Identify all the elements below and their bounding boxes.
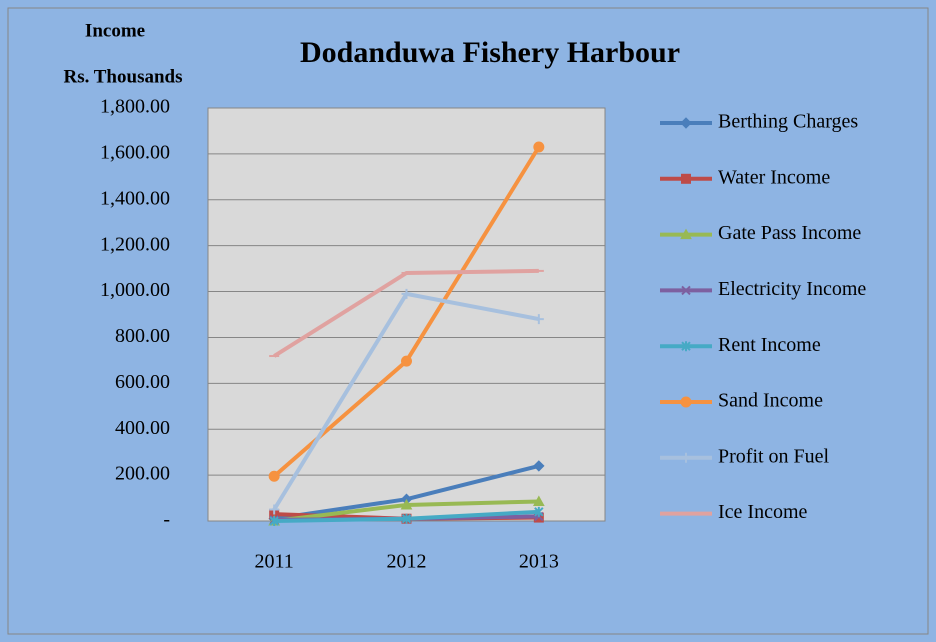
marker: [268, 470, 280, 482]
y-tick-label: 1,600.00: [100, 141, 170, 163]
legend-label: Sand Income: [718, 390, 823, 412]
plot-area: [207, 107, 606, 522]
x-tick-label: 2013: [519, 551, 559, 573]
legend-marker: [681, 341, 691, 352]
marker: [401, 288, 412, 299]
legend-marker: [681, 173, 691, 184]
marker: [533, 314, 544, 325]
x-tick-label: 2012: [387, 551, 427, 573]
legend-label: Berthing Charges: [718, 111, 858, 133]
legend-label: Gate Pass Income: [718, 222, 861, 244]
y-tick-label: 1,800.00: [100, 96, 170, 118]
marker: [401, 355, 412, 367]
y-tick-label: 600.00: [115, 371, 170, 393]
marker: [533, 141, 545, 153]
legend-marker: [680, 396, 692, 408]
marker: [269, 516, 279, 526]
marker: [269, 504, 280, 515]
legend-marker: [680, 228, 692, 240]
legend-label: Electricity Income: [718, 278, 866, 300]
y-tick-label: 1,200.00: [100, 233, 170, 255]
y-tick-label: 800.00: [115, 325, 170, 347]
marker: [533, 460, 545, 472]
legend-marker: [680, 117, 692, 129]
legend-label: Ice Income: [718, 501, 808, 523]
legend-marker: [681, 452, 691, 463]
y-tick-label: 1,000.00: [100, 279, 170, 301]
legend-label: Profit on Fuel: [718, 445, 830, 467]
marker: [532, 495, 545, 506]
y-axis-title: Income: [85, 20, 145, 41]
x-tick-label: 2011: [255, 551, 294, 573]
legend-label: Water Income: [718, 166, 830, 188]
y-tick-label: -: [163, 509, 170, 531]
marker: [534, 506, 544, 517]
y-tick-label: 200.00: [115, 463, 170, 485]
marker: [401, 513, 412, 524]
legend-marker: [681, 285, 691, 296]
y-tick-label: 400.00: [115, 417, 170, 439]
chart-border: [7, 7, 929, 635]
marker: [400, 498, 413, 510]
y-axis-title: Rs. Thousands: [63, 66, 182, 87]
legend-label: Rent Income: [718, 334, 821, 356]
y-tick-label: 1,400.00: [100, 187, 170, 209]
chart-title: Dodanduwa Fishery Harbour: [300, 36, 680, 69]
